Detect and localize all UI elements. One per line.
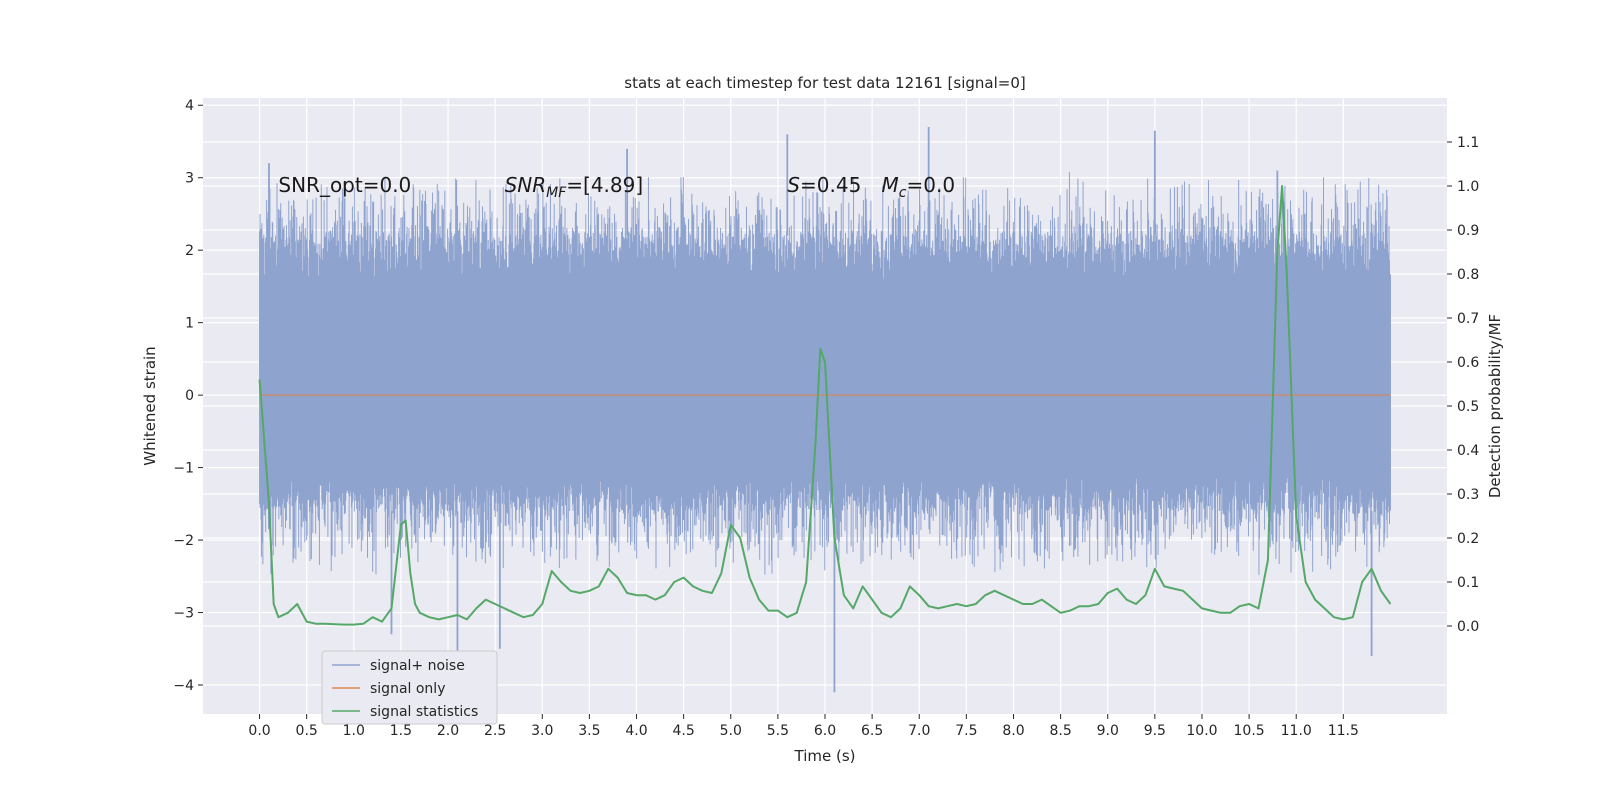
x-tick-label: 4.0 (625, 723, 647, 739)
x-tick-label: 1.5 (390, 723, 412, 739)
x-tick-label: 6.0 (814, 723, 836, 739)
x-axis-label: Time (s) (794, 747, 856, 765)
y2-axis-ticks: 0.0 0.1 0.2 0.3 0.4 0.5 0.6 0.7 0.8 0.9 1.0 1.1 (1447, 135, 1479, 635)
legend-label-signal-statistics: signal statistics (370, 704, 478, 720)
x-tick-label: 10.0 (1186, 723, 1217, 739)
x-tick-label: 0.5 (296, 723, 318, 739)
y-tick-label: 3 (185, 171, 194, 187)
y2-tick-label: 1.0 (1457, 179, 1479, 195)
x-tick-label: 5.0 (720, 723, 742, 739)
x-tick-label: 8.5 (1049, 723, 1071, 739)
x-tick-label: 10.5 (1234, 723, 1265, 739)
x-tick-label: 9.0 (1097, 723, 1119, 739)
annotation-3: Mc=0.0 (882, 173, 956, 201)
x-axis-ticks: 0.0 0.5 1.0 1.5 2.0 2.5 3.0 3.5 4.0 4.5 5.0 5.5 6.0 6… (248, 714, 1359, 739)
y2-tick-label: 1.1 (1457, 135, 1479, 151)
annotation-0: SNR_opt=0.0 (278, 173, 411, 197)
y2-tick-label: 0.4 (1457, 443, 1479, 459)
annotation-1: SNRMF=[4.89] (505, 173, 644, 201)
y-tick-label: −3 (173, 606, 194, 622)
y-axis-ticks: −4 −3 −2 −1 0 1 2 3 4 (173, 98, 203, 694)
x-tick-label: 1.0 (343, 723, 365, 739)
y-tick-label: −4 (173, 678, 194, 694)
x-tick-label: 0.0 (248, 723, 270, 739)
x-tick-label: 6.5 (861, 723, 883, 739)
y2-tick-label: 0.3 (1457, 487, 1479, 503)
y2-tick-label: 0.1 (1457, 575, 1479, 591)
y2-tick-label: 0.5 (1457, 399, 1479, 415)
x-tick-label: 2.0 (437, 723, 459, 739)
y-tick-label: 1 (185, 316, 194, 332)
x-tick-label: 4.5 (673, 723, 695, 739)
series-signal-statistics (258, 185, 1392, 626)
y-tick-label: −2 (173, 533, 194, 549)
legend-label-signal-plus-noise: signal+ noise (370, 658, 465, 674)
legend-label-signal-only: signal only (370, 681, 445, 697)
y2-tick-label: 0.2 (1457, 531, 1479, 547)
chart-title: stats at each timestep for test data 121… (624, 74, 1025, 92)
x-tick-label: 11.0 (1281, 723, 1312, 739)
x-tick-label: 3.5 (578, 723, 600, 739)
x-tick-label: 8.0 (1002, 723, 1024, 739)
y-tick-label: 4 (185, 98, 194, 114)
y2-tick-label: 0.8 (1457, 267, 1479, 283)
signal-statistics-line (258, 185, 1392, 626)
y2-tick-label: 0.9 (1457, 223, 1479, 239)
x-tick-label: 3.0 (531, 723, 553, 739)
x-tick-label: 9.5 (1144, 723, 1166, 739)
y-tick-label: −1 (173, 461, 194, 477)
legend-box (321, 650, 498, 725)
y-tick-label: 0 (185, 388, 194, 404)
x-tick-label: 5.5 (767, 723, 789, 739)
y2-tick-label: 0.7 (1457, 311, 1479, 327)
x-tick-label: 7.0 (908, 723, 930, 739)
y2-tick-label: 0.0 (1457, 619, 1479, 635)
noise-trace (259, 171, 1391, 575)
x-tick-label: 11.5 (1328, 723, 1359, 739)
annotation-2: S=0.45 (787, 173, 861, 197)
x-tick-label: 7.5 (955, 723, 977, 739)
legend: signal+ noise signal only signal statist… (321, 650, 498, 725)
x-tick-label: 2.5 (484, 723, 506, 739)
annotations: SNR_opt=0.0 SNRMF=[4.89] S=0.45 Mc=0.0 (278, 173, 955, 201)
y-tick-label: 2 (185, 243, 194, 259)
y-axis-label: Whitened strain (141, 346, 159, 465)
y2-axis-label: Detection probability/MF (1486, 314, 1504, 498)
y2-tick-label: 0.6 (1457, 355, 1479, 371)
